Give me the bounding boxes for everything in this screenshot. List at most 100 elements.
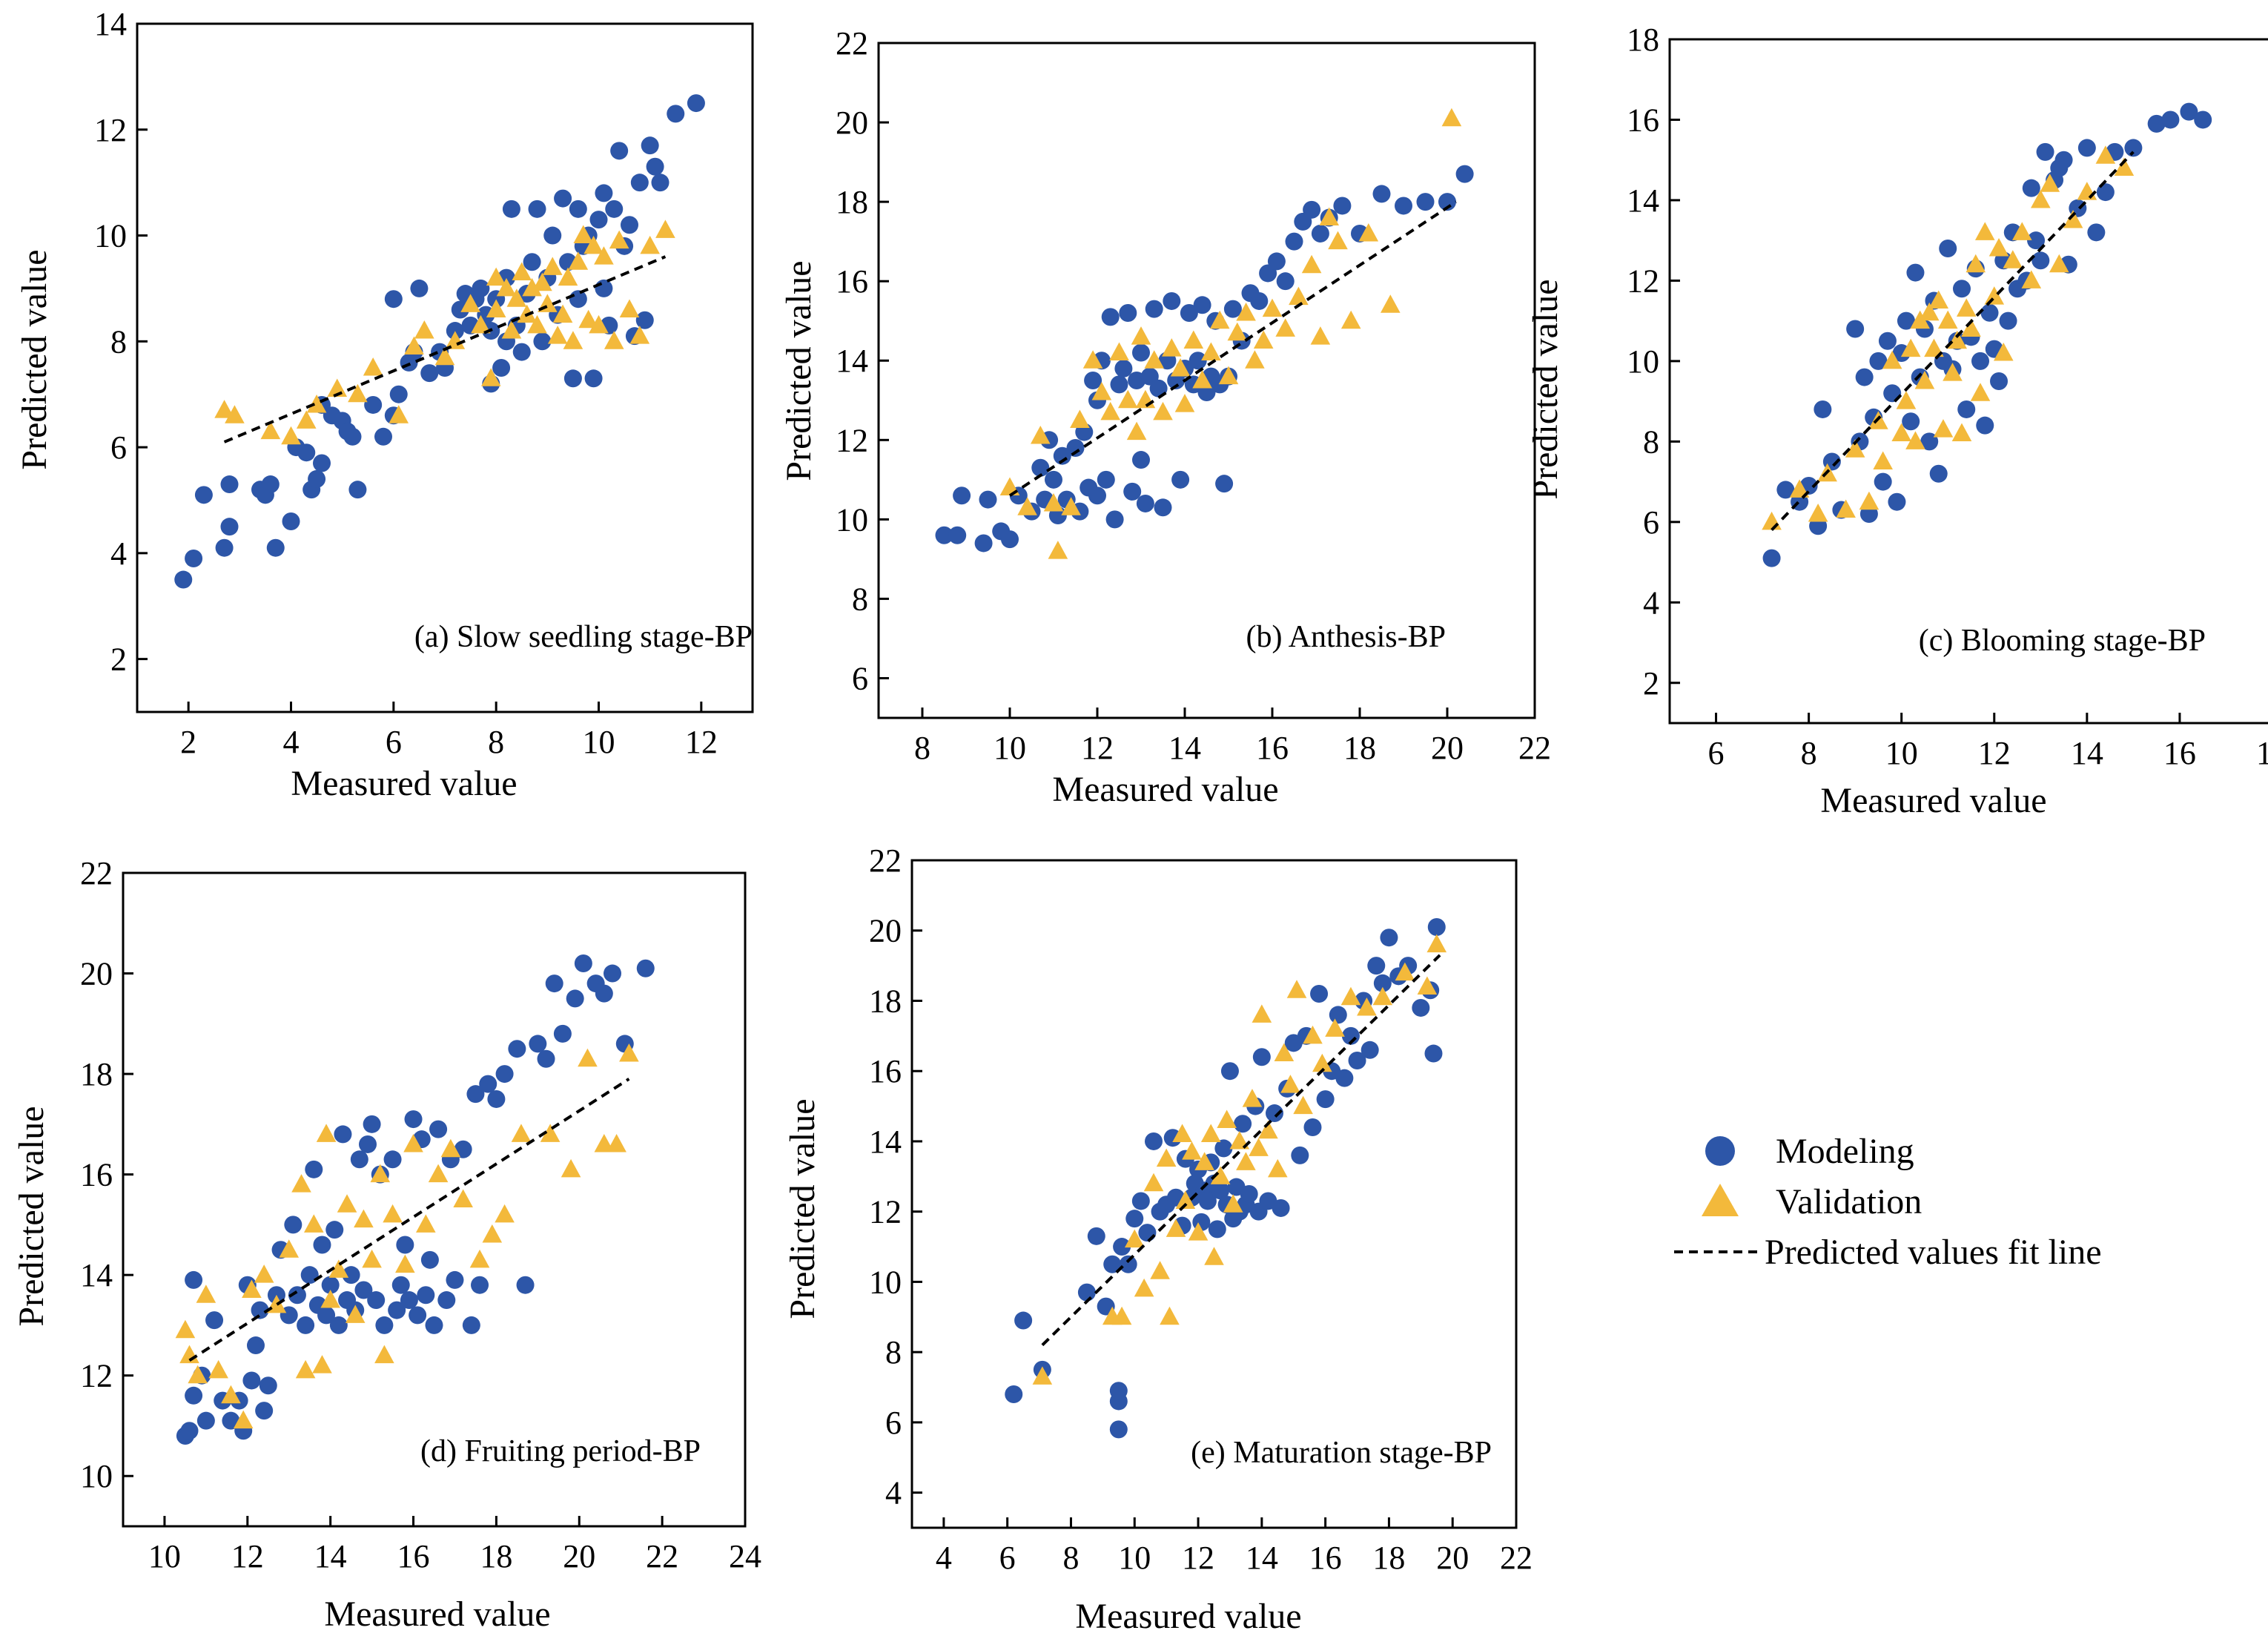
modeling-point bbox=[667, 105, 685, 123]
validation-point bbox=[1194, 1152, 1214, 1170]
x-tick-label: 8 bbox=[914, 730, 930, 766]
x-tick-label: 8 bbox=[488, 724, 504, 760]
modeling-point bbox=[516, 1276, 535, 1294]
validation-point bbox=[1943, 363, 1963, 381]
plot-frame bbox=[136, 22, 754, 713]
validation-point bbox=[1919, 302, 1940, 321]
modeling-point bbox=[185, 1270, 203, 1289]
panel-title: (d) Fruiting period-BP bbox=[420, 1434, 701, 1468]
x-tick-label: 12 bbox=[231, 1538, 264, 1574]
modeling-point bbox=[1380, 929, 1398, 947]
modeling-point bbox=[1234, 1115, 1252, 1133]
validation-point bbox=[1988, 238, 2009, 257]
y-tick-label: 4 bbox=[1643, 584, 1659, 621]
y-tick-label: 14 bbox=[836, 343, 868, 379]
validation-point bbox=[1426, 934, 1447, 953]
modeling-point bbox=[1929, 464, 1948, 483]
modeling-point bbox=[420, 1250, 439, 1269]
y-tick-label: 20 bbox=[869, 913, 902, 949]
validation-point bbox=[1210, 1166, 1231, 1184]
y-tick-label: 16 bbox=[1627, 102, 1659, 138]
validation-point bbox=[1924, 338, 1944, 357]
modeling-point bbox=[1952, 280, 1971, 298]
validation-point bbox=[1970, 383, 1991, 401]
validation-point bbox=[568, 251, 589, 270]
modeling-point bbox=[196, 1411, 215, 1430]
validation-point bbox=[1417, 976, 1438, 995]
y-tick-label: 8 bbox=[1643, 423, 1659, 460]
modeling-point bbox=[1088, 487, 1106, 505]
modeling-point bbox=[621, 216, 638, 234]
modeling-point bbox=[687, 94, 705, 113]
validation-point bbox=[589, 314, 609, 334]
modeling-point bbox=[554, 189, 572, 208]
x-tick-label: 6 bbox=[1708, 735, 1725, 771]
modeling-point bbox=[1814, 400, 1832, 418]
validation-point bbox=[1134, 1278, 1154, 1297]
validation-point bbox=[1061, 497, 1081, 515]
modeling-point bbox=[342, 1266, 360, 1285]
x-tick-label: 22 bbox=[646, 1538, 678, 1574]
legend-modeling-label: Modeling bbox=[1776, 1132, 1914, 1171]
modeling-point bbox=[1303, 200, 1321, 219]
validation-point bbox=[1229, 1130, 1250, 1150]
modeling-point bbox=[1291, 1146, 1309, 1164]
validation-point bbox=[214, 400, 234, 418]
validation-point bbox=[403, 1133, 423, 1152]
modeling-point bbox=[1163, 291, 1181, 310]
modeling-point bbox=[1266, 1104, 1283, 1123]
modeling-point bbox=[1198, 1192, 1217, 1210]
y-tick-label: 14 bbox=[1627, 182, 1659, 219]
modeling-point bbox=[1132, 343, 1150, 362]
legend-modeling-marker bbox=[1705, 1136, 1735, 1166]
modeling-point bbox=[1272, 1198, 1290, 1217]
validation-point bbox=[281, 426, 301, 445]
validation-point bbox=[1031, 425, 1051, 444]
modeling-point bbox=[1220, 1062, 1239, 1081]
modeling-point bbox=[255, 1402, 274, 1420]
validation-point bbox=[2114, 157, 2135, 177]
y-tick-label: 16 bbox=[869, 1053, 902, 1089]
validation-point bbox=[604, 331, 624, 349]
y-tick-label: 2 bbox=[110, 642, 127, 678]
modeling-point bbox=[1310, 985, 1329, 1003]
x-tick-label: 16 bbox=[1256, 730, 1289, 766]
modeling-point bbox=[321, 1276, 340, 1294]
validation-point bbox=[1275, 318, 1295, 337]
x-tick-label: 24 bbox=[729, 1538, 761, 1574]
modeling-point bbox=[261, 475, 280, 494]
modeling-point bbox=[1412, 998, 1430, 1017]
validation-point bbox=[2003, 250, 2023, 268]
modeling-point bbox=[1250, 291, 1269, 310]
validation-point bbox=[208, 1359, 228, 1379]
modeling-point bbox=[180, 1422, 199, 1440]
validation-point bbox=[1372, 986, 1393, 1006]
modeling-point bbox=[1215, 475, 1234, 493]
validation-point bbox=[1160, 1306, 1180, 1325]
validation-point bbox=[619, 299, 640, 317]
validation-point bbox=[328, 1259, 349, 1278]
modeling-point bbox=[635, 311, 654, 329]
y-tick-label: 10 bbox=[1627, 343, 1659, 380]
modeling-point bbox=[364, 395, 383, 414]
validation-point bbox=[495, 1204, 515, 1223]
validation-point bbox=[542, 257, 563, 275]
chart-panel-b: Measured value Predicted value 8 10 12 14 16… bbox=[779, 25, 1551, 809]
validation-point bbox=[1017, 497, 1037, 515]
modeling-point bbox=[400, 1291, 418, 1310]
validation-point bbox=[469, 1249, 490, 1268]
modeling-point bbox=[391, 1276, 410, 1294]
chart-panel-e: Measured value Predicted value 4 6 8 10 12 14… bbox=[783, 842, 1533, 1636]
modeling-point bbox=[1154, 498, 1172, 517]
validation-point bbox=[233, 1410, 254, 1429]
modeling-point bbox=[329, 1316, 348, 1334]
modeling-point bbox=[251, 1301, 269, 1319]
validation-point bbox=[1845, 439, 1865, 458]
modeling-point bbox=[537, 1049, 555, 1068]
validation-point bbox=[1118, 389, 1138, 409]
validation-point bbox=[260, 421, 281, 440]
modeling-point bbox=[1097, 470, 1115, 489]
validation-point bbox=[1262, 298, 1283, 317]
x-tick-label: 10 bbox=[148, 1538, 181, 1574]
modeling-point bbox=[1267, 252, 1286, 271]
